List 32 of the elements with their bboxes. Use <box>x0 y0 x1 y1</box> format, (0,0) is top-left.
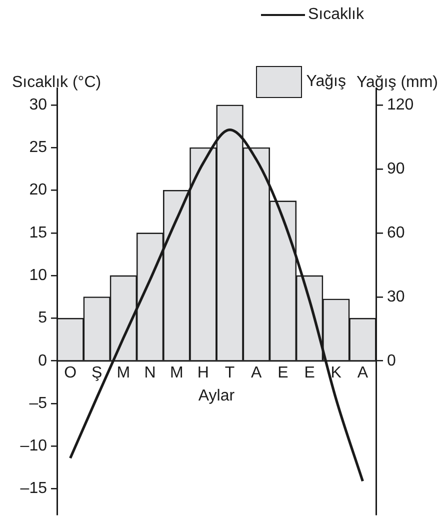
y2-tick-label: 0 <box>387 352 396 370</box>
x-axis-title: Aylar <box>198 387 236 404</box>
y-tick-label: 15 <box>29 224 48 242</box>
y-tick-label: –10 <box>20 438 48 455</box>
legend-label: Yağış <box>306 73 346 91</box>
x-tick-label: M <box>116 364 130 382</box>
y-tick-label: 25 <box>29 139 48 156</box>
y-tick-label: 0 <box>38 352 48 370</box>
y2-tick-label: 60 <box>387 224 405 242</box>
y-tick-label: 30 <box>29 96 48 114</box>
y2-tick-label: 30 <box>387 288 405 306</box>
x-tick-label: E <box>304 364 315 382</box>
y-tick-label: –15 <box>20 480 48 498</box>
x-tick-label: A <box>251 364 262 382</box>
x-tick-label: T <box>224 364 235 382</box>
y2-tick-label: 120 <box>387 96 414 114</box>
y-tick-label: 5 <box>38 310 48 327</box>
y2-tick-label: 90 <box>387 160 405 178</box>
x-tick-label: A <box>357 364 368 382</box>
legend-label: Sıcaklık <box>308 6 364 24</box>
x-tick-label: O <box>64 364 77 382</box>
y-tick-label: –5 <box>29 394 48 412</box>
x-tick-label: N <box>144 364 156 382</box>
y-tick-label: 10 <box>29 267 48 284</box>
y-axis-title: Sıcaklık (°C) <box>12 74 102 92</box>
x-tick-label: E <box>278 364 288 382</box>
x-tick-label: K <box>330 364 342 382</box>
x-tick-label: H <box>197 364 209 382</box>
y2-axis-title: Yağış (mm) <box>356 74 438 92</box>
y-tick-label: 20 <box>29 182 48 199</box>
x-tick-label: M <box>170 364 184 382</box>
x-tick-label: Ş <box>92 364 102 382</box>
